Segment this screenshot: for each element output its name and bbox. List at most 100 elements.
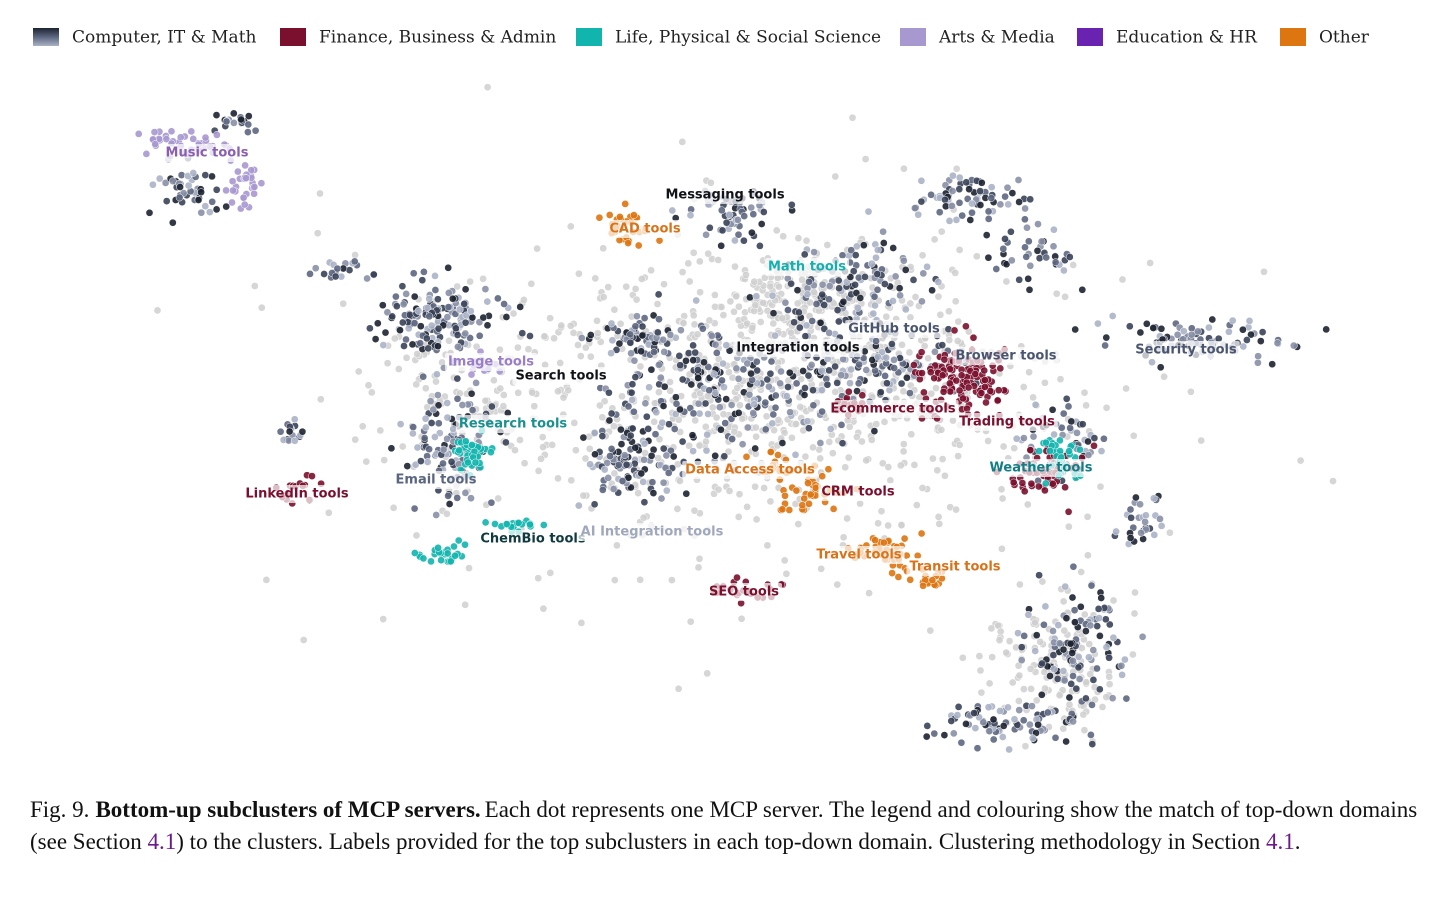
dot	[410, 319, 419, 327]
dot	[626, 431, 635, 440]
dot	[434, 391, 442, 399]
dot	[392, 292, 400, 301]
dot	[1015, 706, 1024, 714]
dot	[1146, 259, 1154, 267]
dot	[728, 435, 736, 443]
dot	[483, 83, 492, 92]
dot	[1010, 444, 1019, 453]
dot	[1094, 319, 1102, 328]
legend-label: Education & HR	[1116, 28, 1258, 48]
dot	[201, 171, 210, 179]
dot	[766, 497, 775, 506]
dot	[817, 564, 826, 573]
dot	[669, 452, 678, 461]
dot	[134, 130, 143, 138]
dot	[431, 286, 440, 294]
dot	[952, 376, 961, 385]
dot	[1273, 339, 1282, 347]
dot	[632, 295, 641, 304]
dot	[1028, 734, 1037, 743]
dot	[1122, 384, 1130, 393]
dot	[1068, 649, 1077, 657]
dot	[791, 450, 800, 459]
dot	[593, 316, 601, 325]
dot	[581, 454, 590, 463]
dot	[722, 395, 731, 403]
section-link[interactable]: 4.1	[147, 829, 177, 854]
dot	[1089, 676, 1098, 684]
dot	[1070, 606, 1079, 615]
caption-text: Each dot represents one MCP server. The …	[30, 797, 1418, 854]
dot	[959, 394, 967, 403]
dot	[852, 242, 861, 251]
dot	[1003, 183, 1012, 192]
dot	[687, 380, 696, 389]
dot	[461, 540, 469, 549]
dot	[834, 276, 843, 285]
dot	[460, 300, 469, 308]
dot	[934, 292, 943, 301]
dot	[704, 410, 712, 418]
section-link[interactable]: 4.1	[1266, 829, 1295, 854]
dot	[1098, 703, 1107, 711]
dot	[1059, 724, 1068, 733]
dot	[524, 345, 533, 354]
dot	[844, 387, 853, 396]
dot	[624, 239, 632, 247]
dot	[1061, 483, 1069, 492]
dot	[674, 684, 683, 693]
dot	[410, 504, 419, 513]
dot	[717, 206, 726, 215]
dot	[467, 370, 476, 379]
dot	[717, 425, 725, 434]
dot	[1225, 327, 1233, 336]
dot	[494, 294, 502, 303]
dot	[616, 213, 624, 221]
dot	[453, 282, 462, 291]
dot	[466, 277, 474, 286]
dot	[897, 379, 906, 388]
dot	[743, 359, 752, 368]
dot	[514, 343, 522, 352]
dot	[613, 541, 621, 550]
dot	[1048, 479, 1057, 488]
dot	[945, 307, 953, 316]
dot	[712, 349, 721, 357]
dot	[651, 430, 660, 439]
dot	[1090, 434, 1099, 442]
dot	[941, 195, 949, 204]
dot	[383, 359, 392, 368]
dot	[831, 172, 840, 181]
dot	[1097, 447, 1106, 455]
dot	[149, 180, 157, 189]
dot	[1051, 258, 1060, 267]
dot	[487, 498, 496, 507]
dot	[689, 447, 697, 455]
dot	[659, 402, 668, 410]
dot	[1084, 437, 1092, 446]
dot	[640, 455, 648, 464]
dot	[928, 286, 936, 295]
dot	[241, 161, 249, 170]
dot	[606, 452, 614, 460]
dot	[425, 312, 434, 321]
dot	[809, 443, 817, 452]
dot	[208, 172, 216, 181]
dot	[434, 543, 442, 552]
dot	[981, 376, 989, 384]
dot	[676, 361, 685, 370]
dot	[1105, 653, 1113, 662]
dot	[858, 437, 866, 446]
dot	[763, 541, 772, 550]
dot	[1056, 436, 1064, 445]
dot	[781, 491, 789, 500]
dot	[320, 270, 328, 278]
dot	[622, 282, 631, 291]
dot	[1243, 336, 1251, 344]
dot	[694, 374, 702, 382]
dot	[1007, 256, 1016, 265]
dot	[780, 428, 789, 437]
dot	[212, 205, 221, 214]
dot	[684, 349, 693, 357]
dot	[979, 718, 988, 727]
